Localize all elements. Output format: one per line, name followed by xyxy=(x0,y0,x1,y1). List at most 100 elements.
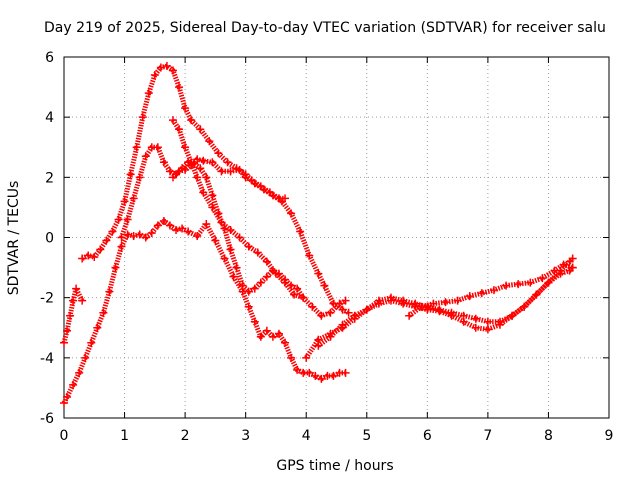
data-point xyxy=(211,236,220,245)
data-point xyxy=(250,317,259,326)
data-point xyxy=(217,167,226,176)
data-point xyxy=(132,143,141,152)
data-point xyxy=(60,338,68,347)
data-point xyxy=(226,167,235,176)
data-point xyxy=(220,254,229,263)
data-point xyxy=(159,216,168,225)
data-point xyxy=(165,221,174,230)
data-point xyxy=(123,215,132,224)
series-track-8 xyxy=(314,254,577,350)
data-point xyxy=(153,221,162,230)
x-tick-label: 6 xyxy=(423,428,432,444)
series-line xyxy=(170,118,347,319)
data-point xyxy=(247,176,256,185)
data-point xyxy=(196,125,205,134)
data-point xyxy=(69,380,78,389)
data-point xyxy=(135,230,144,239)
data-point xyxy=(302,353,311,362)
data-point xyxy=(314,269,323,278)
data-point xyxy=(568,263,577,272)
data-point xyxy=(63,326,72,335)
data-point xyxy=(317,311,326,320)
data-point xyxy=(262,257,271,266)
data-point xyxy=(262,326,271,335)
series-line xyxy=(61,286,85,344)
data-point xyxy=(496,320,504,329)
x-tick-label: 0 xyxy=(60,428,69,444)
data-point xyxy=(244,302,253,311)
series-line xyxy=(81,63,350,315)
data-point xyxy=(69,296,78,305)
data-point xyxy=(99,308,108,317)
data-point xyxy=(502,281,511,290)
data-point xyxy=(250,284,259,293)
data-point xyxy=(175,83,184,92)
data-point xyxy=(102,236,111,245)
x-tick-label: 5 xyxy=(362,428,371,444)
data-point xyxy=(274,329,283,338)
data-point xyxy=(226,225,235,234)
data-point xyxy=(111,263,120,272)
chart-title: Day 219 of 2025, Sidereal Day-to-day VTE… xyxy=(44,20,606,36)
x-tick-label: 4 xyxy=(302,428,311,444)
data-point xyxy=(335,299,344,308)
data-point xyxy=(169,116,177,125)
data-point xyxy=(169,173,177,182)
x-tick-label: 1 xyxy=(120,428,129,444)
data-point xyxy=(235,233,244,242)
data-point xyxy=(199,188,208,197)
y-tick-label: 2 xyxy=(45,170,54,186)
data-point xyxy=(60,398,68,407)
data-point xyxy=(223,158,232,167)
data-point xyxy=(459,317,468,326)
y-tick-label: -2 xyxy=(40,291,54,307)
data-point xyxy=(268,332,277,341)
data-point xyxy=(350,311,359,320)
data-point xyxy=(78,296,87,305)
data-point xyxy=(405,311,414,320)
data-point xyxy=(178,224,187,233)
data-point xyxy=(187,158,196,167)
data-point xyxy=(453,296,462,305)
y-tick-label: -4 xyxy=(40,351,54,367)
data-point xyxy=(226,245,235,254)
data-point xyxy=(172,225,181,234)
data-point xyxy=(187,116,196,125)
data-point xyxy=(338,320,347,329)
data-point xyxy=(271,269,280,278)
data-point xyxy=(156,63,165,72)
series-line xyxy=(171,156,285,201)
y-axis-label: SDTVAR / TECUs xyxy=(6,181,22,296)
data-series xyxy=(60,62,577,407)
data-point xyxy=(181,104,190,113)
data-point xyxy=(544,278,553,287)
data-point xyxy=(114,215,123,224)
data-point xyxy=(465,292,474,301)
data-point xyxy=(162,62,171,71)
data-point xyxy=(305,251,314,260)
y-tick-label: 6 xyxy=(45,50,54,66)
x-tick-label: 2 xyxy=(181,428,190,444)
data-point xyxy=(78,254,87,263)
data-point xyxy=(265,188,274,197)
series-line xyxy=(304,265,575,360)
series-track-2 xyxy=(78,62,353,317)
data-point xyxy=(287,353,296,362)
data-point xyxy=(399,299,408,308)
data-point xyxy=(108,227,117,236)
data-point xyxy=(387,296,395,305)
data-point xyxy=(135,173,144,182)
data-point xyxy=(256,182,265,191)
data-point xyxy=(341,296,350,305)
data-point xyxy=(214,149,223,158)
y-tick-label: 4 xyxy=(45,110,54,126)
data-point xyxy=(202,173,211,182)
data-point xyxy=(63,392,72,401)
data-point xyxy=(165,167,174,176)
data-point xyxy=(538,274,547,283)
data-point xyxy=(196,164,205,173)
grid xyxy=(64,57,609,418)
data-point xyxy=(559,260,568,269)
data-point xyxy=(281,278,290,287)
data-point xyxy=(293,365,302,374)
